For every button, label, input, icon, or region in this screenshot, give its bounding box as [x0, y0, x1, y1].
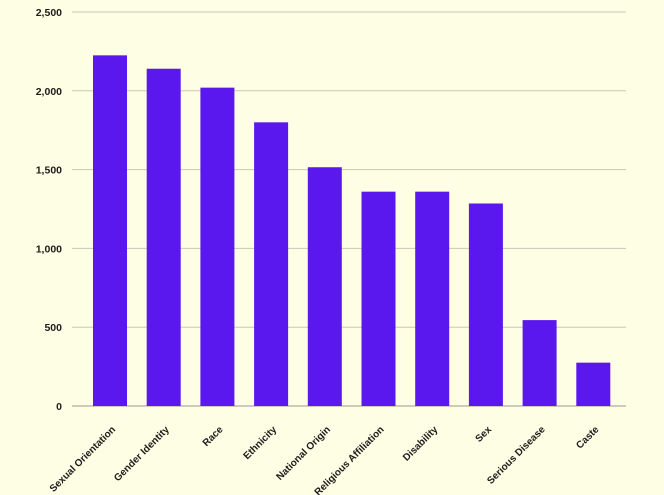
y-tick-label: 2,000: [36, 86, 62, 98]
y-tick-label: 500: [44, 322, 62, 334]
x-category-label: Serious Disease: [485, 424, 548, 487]
x-category-label: Race: [201, 424, 226, 449]
y-tick-label: 0: [56, 401, 62, 413]
bar-disability: [415, 191, 450, 406]
bar-national-origin: [307, 167, 342, 406]
bar-religious-affiliation: [361, 191, 396, 406]
x-category-label: Gender Identity: [112, 424, 172, 484]
y-tick-label: 2,500: [36, 7, 62, 19]
x-category-label: Sexual Orientation: [48, 424, 118, 494]
y-tick-label: 1,000: [36, 243, 62, 255]
x-category-label: Disability: [401, 424, 441, 464]
bar-sex: [468, 203, 503, 406]
bar-gender-identity: [146, 68, 181, 407]
x-category-label: Sex: [474, 424, 495, 445]
x-category-label: Caste: [574, 424, 601, 451]
y-tick-label: 1,500: [36, 165, 62, 177]
bar-race: [200, 87, 235, 406]
x-category-label: National Origin: [274, 424, 332, 482]
bars: [93, 55, 611, 407]
x-category-label: Ethnicity: [242, 424, 280, 462]
bar-serious-disease: [522, 320, 557, 406]
bar-sexual-orientation: [93, 55, 127, 407]
y-axis-tick-labels: 0 500 1,000 1,500 2,000 2,500: [36, 7, 62, 413]
bar-caste: [576, 362, 611, 406]
bar-ethnicity: [254, 122, 289, 406]
